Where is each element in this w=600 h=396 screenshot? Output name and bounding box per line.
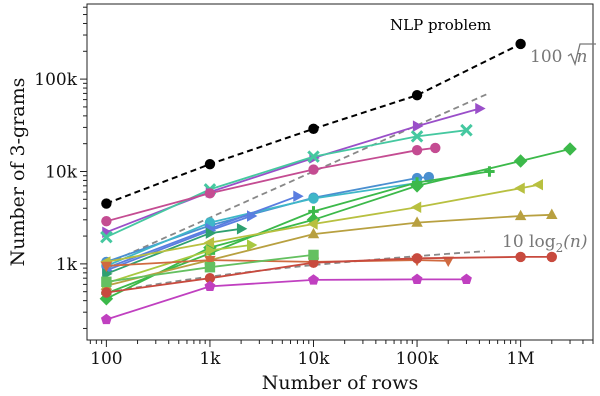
data-point bbox=[515, 38, 526, 50]
reference-lines bbox=[101, 38, 526, 294]
data-point bbox=[411, 253, 423, 264]
log-label: 10 log2(n) bbox=[502, 232, 587, 255]
data-point bbox=[475, 102, 486, 115]
data-series bbox=[100, 178, 544, 268]
data-point bbox=[204, 158, 216, 170]
axes: 100 1k 10k 100k 1M 1k 10k 100k Number of rows Num… bbox=[7, 6, 594, 394]
annotations: NLP problem 100 n 10 log2(n) bbox=[390, 16, 596, 255]
data-point bbox=[411, 177, 423, 188]
data-point bbox=[461, 273, 472, 284]
data-point bbox=[513, 154, 528, 168]
data-point bbox=[101, 215, 112, 227]
series-group bbox=[99, 102, 577, 325]
data-point bbox=[308, 123, 319, 134]
data-point bbox=[204, 280, 216, 292]
data-point bbox=[546, 251, 557, 263]
data-point bbox=[101, 198, 112, 209]
x-tick-label: 100 bbox=[90, 349, 122, 369]
data-point bbox=[204, 262, 216, 273]
data-point bbox=[532, 178, 544, 191]
series-line bbox=[106, 170, 490, 295]
y-axis-label: Number of 3-grams bbox=[7, 78, 29, 267]
data-point bbox=[308, 249, 319, 261]
data-point bbox=[205, 227, 217, 239]
data-series bbox=[101, 249, 319, 287]
data-point bbox=[460, 123, 473, 137]
x-tick-label: 1k bbox=[199, 349, 221, 369]
reference-line bbox=[101, 38, 526, 209]
data-point bbox=[101, 287, 112, 298]
data-point bbox=[100, 261, 113, 273]
data-point bbox=[204, 188, 216, 199]
data-point bbox=[101, 276, 112, 287]
data-point bbox=[410, 201, 422, 213]
data-point bbox=[307, 218, 318, 230]
data-series bbox=[101, 142, 441, 227]
data-point bbox=[442, 256, 454, 268]
series-line bbox=[106, 107, 480, 234]
series-line bbox=[106, 148, 571, 300]
data-point bbox=[411, 89, 423, 101]
nlp-problem-label: NLP problem bbox=[390, 16, 491, 34]
data-point bbox=[430, 142, 441, 154]
data-point bbox=[205, 244, 217, 257]
series-line bbox=[106, 182, 418, 267]
reference-line bbox=[106, 250, 485, 294]
data-series bbox=[102, 223, 248, 280]
y-tick-label: 10k bbox=[45, 162, 78, 182]
data-point bbox=[204, 255, 216, 267]
sqrt-radical bbox=[567, 43, 596, 67]
data-point bbox=[307, 150, 320, 163]
sqrt-label: 100 n bbox=[530, 43, 596, 67]
data-point bbox=[514, 182, 525, 194]
data-point bbox=[293, 190, 304, 202]
data-point bbox=[484, 166, 495, 177]
x-tick-label: 100k bbox=[396, 349, 439, 369]
data-point bbox=[411, 273, 423, 284]
data-series bbox=[99, 142, 577, 306]
x-tick-label: 1M bbox=[506, 349, 534, 369]
data-series bbox=[100, 273, 472, 325]
data-point bbox=[546, 208, 558, 219]
x-tick-label: 10k bbox=[298, 349, 331, 369]
data-point bbox=[100, 230, 113, 244]
data-series bbox=[102, 102, 486, 238]
data-point bbox=[411, 145, 423, 156]
data-point bbox=[514, 209, 527, 221]
data-point bbox=[411, 216, 423, 227]
data-point bbox=[515, 251, 526, 263]
reference-line-path bbox=[106, 250, 485, 294]
data-series bbox=[101, 251, 557, 298]
y-tick-label: 1k bbox=[56, 255, 78, 275]
plot-frame bbox=[86, 3, 594, 341]
data-point bbox=[236, 223, 248, 235]
plot-area bbox=[86, 3, 594, 341]
data-point bbox=[203, 236, 215, 249]
data-point bbox=[246, 210, 258, 222]
sqrt-label-text: 100 n bbox=[530, 47, 587, 67]
data-point bbox=[308, 164, 319, 175]
data-point bbox=[308, 193, 319, 204]
series-line bbox=[106, 259, 449, 267]
x-axis-label: Number of rows bbox=[262, 372, 418, 394]
data-point bbox=[563, 142, 577, 156]
data-point bbox=[100, 313, 112, 325]
data-point bbox=[307, 227, 320, 239]
data-point bbox=[410, 130, 424, 143]
data-point bbox=[308, 274, 319, 285]
data-point bbox=[412, 120, 424, 132]
y-tick-label: 100k bbox=[34, 70, 77, 90]
data-point bbox=[246, 239, 258, 251]
series-line bbox=[106, 213, 552, 287]
data-point bbox=[308, 206, 319, 217]
data-point bbox=[204, 272, 216, 284]
